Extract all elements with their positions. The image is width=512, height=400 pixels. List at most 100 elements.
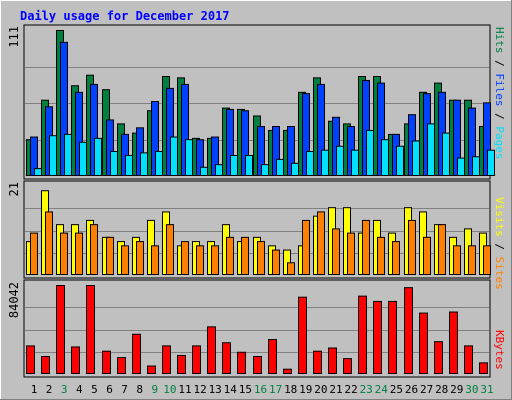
bar-pages-day-7	[125, 154, 133, 177]
y-max-label-visits: 21	[7, 182, 21, 196]
bar-kbytes-day-28	[434, 341, 443, 374]
bar-sites-day-24	[377, 236, 385, 276]
bar-sites-day-4	[75, 232, 83, 275]
bar-pages-day-18	[291, 162, 299, 177]
bar-kbytes-day-17	[268, 339, 277, 375]
bar-pages-day-10	[170, 136, 178, 177]
x-tick-label-day-28: 28	[435, 383, 448, 396]
bar-pages-day-12	[200, 166, 208, 176]
x-tick-label-day-16: 16	[254, 383, 267, 396]
bar-kbytes-day-3	[56, 285, 65, 374]
legend-entry-pages: Pages	[493, 126, 506, 159]
x-tick-label-day-20: 20	[314, 383, 327, 396]
bar-pages-day-19	[306, 151, 314, 176]
bar-sites-day-1	[30, 232, 38, 275]
bar-sites-day-5	[90, 224, 98, 275]
bar-sites-day-7	[121, 245, 129, 275]
bar-pages-day-2	[49, 135, 57, 176]
bar-sites-day-25	[392, 241, 400, 276]
bar-pages-day-29	[457, 157, 465, 176]
legend-sites-visits: Visits / Sites	[493, 197, 506, 290]
bar-pages-day-31	[487, 149, 495, 177]
bar-pages-day-28	[442, 132, 450, 176]
bar-sites-day-20	[317, 211, 325, 276]
bar-pages-day-20	[321, 149, 329, 177]
bar-kbytes-day-8	[132, 333, 141, 374]
bar-pages-day-21	[336, 145, 344, 176]
bar-kbytes-day-10	[162, 345, 171, 375]
bar-kbytes-day-30	[464, 345, 473, 375]
bar-pages-day-25	[396, 145, 404, 176]
x-tick-label-day-5: 5	[91, 383, 98, 396]
bar-kbytes-day-16	[253, 355, 262, 375]
bar-sites-day-3	[60, 232, 68, 275]
bar-sites-day-13	[211, 245, 219, 275]
bar-sites-day-29	[453, 245, 461, 275]
bar-sites-day-12	[196, 245, 204, 275]
legend-separator: /	[493, 60, 506, 73]
bar-pages-day-23	[366, 129, 374, 176]
bar-sites-day-10	[166, 224, 174, 275]
bar-kbytes-day-26	[404, 287, 413, 375]
bar-sites-day-11	[181, 241, 189, 276]
bar-kbytes-day-20	[313, 350, 322, 374]
x-tick-label-day-11: 11	[178, 383, 191, 396]
bar-kbytes-day-29	[449, 311, 458, 375]
bar-sites-day-22	[347, 232, 355, 275]
x-tick-label-day-6: 6	[106, 383, 113, 396]
x-tick-label-day-21: 21	[329, 383, 342, 396]
bar-kbytes-day-13	[207, 326, 216, 374]
bar-sites-day-27	[423, 236, 431, 276]
bar-sites-day-15	[241, 236, 249, 276]
bar-kbytes-day-15	[237, 351, 246, 374]
legend-entry-hits: Hits	[493, 27, 506, 54]
bar-sites-day-8	[136, 241, 144, 276]
bar-pages-day-24	[381, 139, 389, 176]
x-tick-label-day-15: 15	[239, 383, 252, 396]
legend-separator: /	[493, 113, 506, 126]
bar-pages-day-22	[351, 149, 359, 177]
x-tick-label-day-24: 24	[375, 383, 389, 396]
bar-sites-day-30	[468, 245, 476, 275]
bar-sites-day-19	[302, 219, 310, 275]
chart-title: Daily usage for December 2017	[20, 9, 230, 23]
bar-kbytes-day-9	[147, 365, 156, 374]
legend-entry-visits: Visits	[493, 197, 506, 237]
bar-pages-day-30	[472, 156, 480, 176]
bar-kbytes-day-2	[41, 355, 50, 375]
bar-pages-day-11	[185, 139, 193, 176]
x-tick-label-day-13: 13	[209, 383, 222, 396]
x-tick-label-day-8: 8	[136, 383, 143, 396]
legend-kbytes: KBytes	[493, 330, 506, 370]
x-tick-label-day-1: 1	[31, 383, 38, 396]
x-tick-label-day-14: 14	[224, 383, 238, 396]
x-tick-label-day-31: 31	[480, 383, 493, 396]
bar-pages-day-13	[215, 164, 223, 176]
bar-kbytes-day-14	[222, 342, 231, 374]
x-tick-label-day-23: 23	[360, 383, 373, 396]
bar-kbytes-day-22	[343, 358, 352, 374]
bar-sites-day-18	[287, 262, 295, 275]
bar-pages-day-9	[155, 151, 163, 176]
x-tick-label-day-2: 2	[46, 383, 53, 396]
bar-pages-day-26	[412, 140, 420, 176]
x-tick-label-day-9: 9	[151, 383, 158, 396]
x-tick-label-day-27: 27	[420, 383, 433, 396]
bar-sites-day-6	[106, 236, 114, 276]
bar-pages-day-1	[34, 168, 42, 177]
x-tick-label-day-29: 29	[450, 383, 463, 396]
bar-kbytes-day-25	[388, 300, 397, 374]
bar-sites-day-16	[257, 241, 265, 276]
bar-sites-day-28	[438, 224, 446, 275]
bar-sites-day-26	[408, 219, 416, 275]
bar-sites-day-17	[272, 249, 280, 275]
legend-entry-sites: Sites	[493, 257, 506, 290]
bar-kbytes-day-31	[479, 362, 488, 375]
y-max-label-hits: 111	[7, 26, 21, 48]
bar-kbytes-day-12	[192, 345, 201, 375]
bar-pages-day-15	[245, 154, 253, 177]
bar-kbytes-day-27	[419, 312, 428, 375]
bar-pages-day-4	[79, 141, 87, 176]
bar-sites-day-21	[332, 228, 340, 275]
